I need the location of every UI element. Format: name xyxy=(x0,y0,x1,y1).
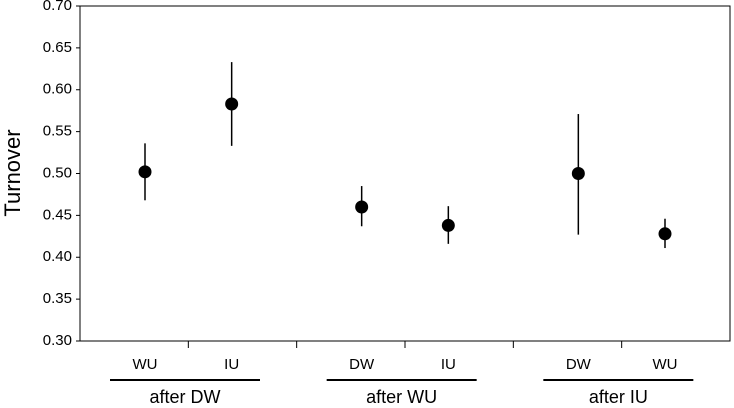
x-tick-label: IU xyxy=(224,356,239,373)
y-tick-label: 0.40 xyxy=(43,248,72,265)
dot xyxy=(658,227,672,241)
plot-frame xyxy=(79,5,731,342)
y-tick-label: 0.70 xyxy=(43,0,72,14)
y-tick-label: 0.65 xyxy=(43,39,72,56)
dot xyxy=(571,167,585,180)
dot xyxy=(355,200,369,214)
group-label: after IU xyxy=(589,387,648,407)
dot xyxy=(225,97,239,111)
group-label: after WU xyxy=(366,387,437,407)
dot xyxy=(441,218,455,232)
y-tick-label: 0.50 xyxy=(43,164,72,181)
y-tick-label: 0.45 xyxy=(43,206,72,223)
y-tick-label: 0.55 xyxy=(43,123,72,140)
x-tick-label: WU xyxy=(133,356,158,373)
x-tick-label: WU xyxy=(653,356,678,373)
x-tick-label: DW xyxy=(349,356,375,373)
y-tick-label: 0.30 xyxy=(43,332,72,349)
dot xyxy=(138,165,152,179)
x-tick-label: DW xyxy=(566,356,592,373)
y-axis-label: Turnover xyxy=(0,129,25,216)
y-tick-label: 0.60 xyxy=(43,81,72,98)
y-tick-label: 0.35 xyxy=(43,290,72,307)
x-tick-label: IU xyxy=(441,356,456,373)
group-label: after DW xyxy=(149,387,220,407)
